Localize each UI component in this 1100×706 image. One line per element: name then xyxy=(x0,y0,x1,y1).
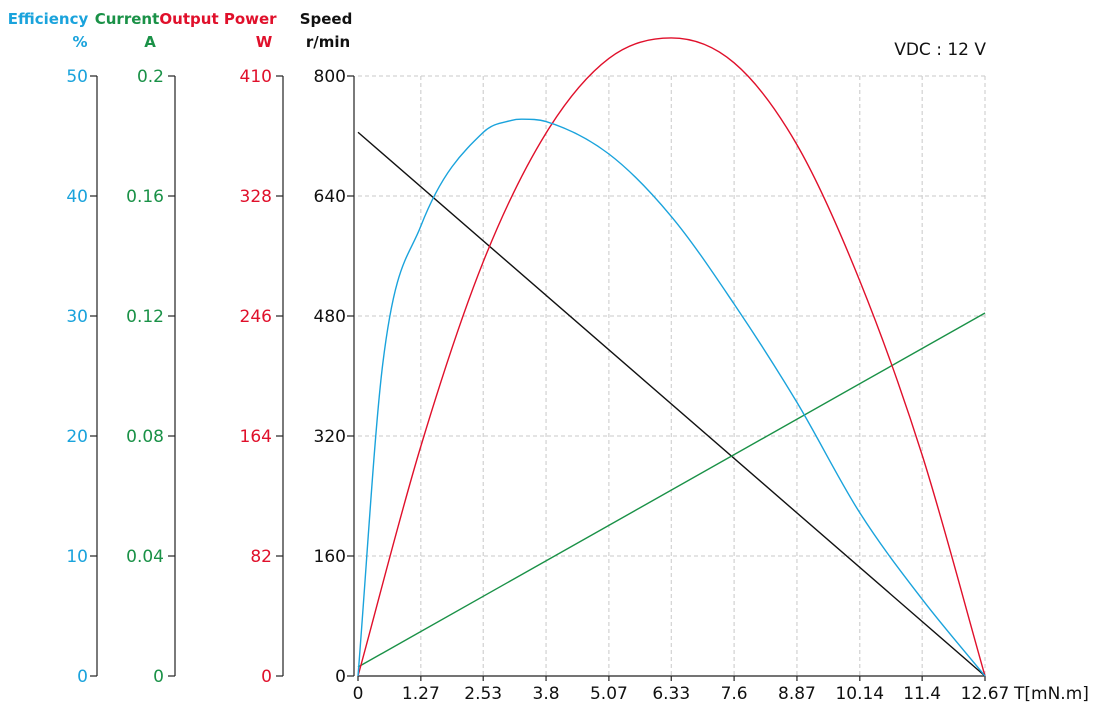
efficiency-tick-label: 10 xyxy=(66,547,88,567)
efficiency-series-line xyxy=(357,118,986,677)
speed-axis-unit: r/min xyxy=(306,33,350,51)
power-tick-label: 328 xyxy=(240,187,272,207)
x-tick-label: 5.07 xyxy=(590,684,628,704)
x-tick-label: 6.33 xyxy=(652,684,690,704)
current-series-line xyxy=(357,312,986,668)
x-tick-label: 8.87 xyxy=(778,684,816,704)
current-tick-label: 0.16 xyxy=(126,187,164,207)
x-tick-label: 12.67 xyxy=(961,684,1010,704)
efficiency-tick-label: 20 xyxy=(66,427,88,447)
efficiency-tick-label: 30 xyxy=(66,307,88,327)
current-tick-label: 0.08 xyxy=(126,427,164,447)
current-tick-label: 0.04 xyxy=(126,547,164,567)
x-tick-label: 0 xyxy=(353,684,364,704)
speed-tick-label: 160 xyxy=(314,547,346,567)
x-tick-label: 10.14 xyxy=(835,684,884,704)
speed-tick-label: 0 xyxy=(335,667,346,687)
x-tick-label: 1.27 xyxy=(402,684,440,704)
speed-tick-label: 480 xyxy=(314,307,346,327)
power-tick-label: 82 xyxy=(250,547,272,567)
power-tick-label: 0 xyxy=(261,667,272,687)
efficiency-tick-label: 40 xyxy=(66,187,88,207)
labels: Efficiency % Current A Output Power W Sp… xyxy=(8,10,1089,704)
speed-series-line xyxy=(357,131,986,677)
efficiency-axis-title: Efficiency xyxy=(8,10,89,28)
speed-tick-label: 320 xyxy=(314,427,346,447)
x-tick-label: 7.6 xyxy=(721,684,748,704)
x-tick-label: 3.8 xyxy=(533,684,560,704)
current-tick-label: 0.12 xyxy=(126,307,164,327)
efficiency-tick-label: 0 xyxy=(77,667,88,687)
power-tick-label: 246 xyxy=(240,307,272,327)
grid xyxy=(358,75,986,676)
power-tick-label: 410 xyxy=(240,67,272,87)
current-axis-unit: A xyxy=(144,33,156,51)
efficiency-axis-unit: % xyxy=(72,33,87,51)
speed-tick-label: 640 xyxy=(314,187,346,207)
speed-tick-label: 800 xyxy=(314,67,346,87)
x-tick-label: 2.53 xyxy=(464,684,502,704)
speed-axis-title: Speed xyxy=(300,10,353,28)
power-series-line xyxy=(357,37,986,677)
series-lines xyxy=(357,37,986,677)
x-axis-label: T[mN.m] xyxy=(1013,684,1089,704)
current-tick-label: 0.2 xyxy=(137,67,164,87)
power-axis-title: Output Power xyxy=(159,10,277,28)
axes: 50 40 30 20 10 0 0.2 0.16 0.12 0.08 0.04 0 410 328 246… xyxy=(66,67,1009,704)
efficiency-tick-label: 50 xyxy=(66,67,88,87)
current-axis-title: Current xyxy=(95,10,160,28)
current-tick-label: 0 xyxy=(153,667,164,687)
power-tick-label: 164 xyxy=(240,427,272,447)
voltage-annotation: VDC : 12 V xyxy=(894,40,986,60)
x-tick-label: 11.4 xyxy=(903,684,941,704)
power-axis-unit: W xyxy=(256,33,273,51)
